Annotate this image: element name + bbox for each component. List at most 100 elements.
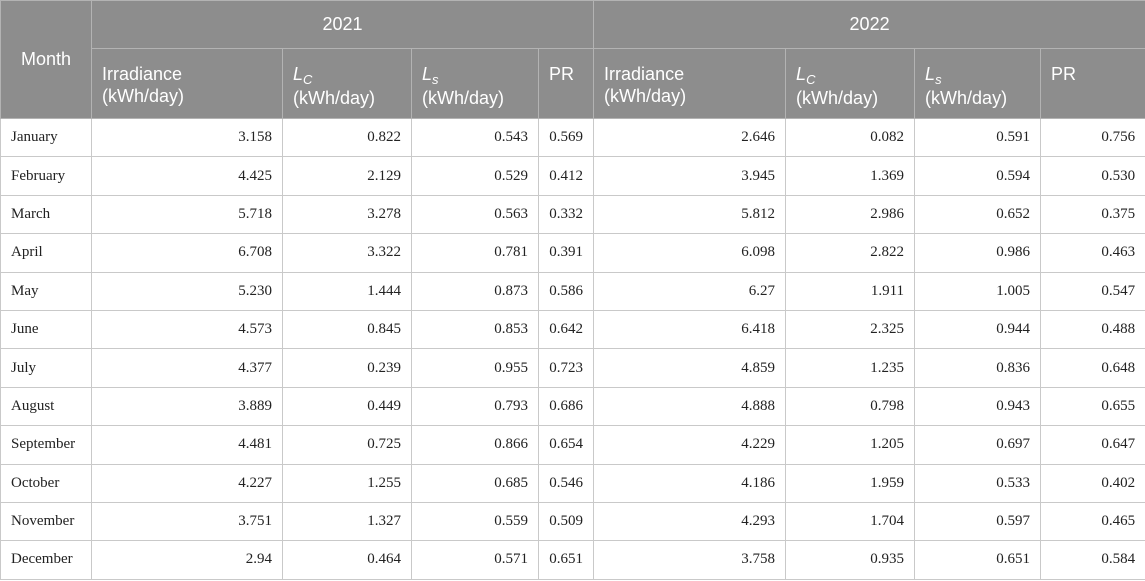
irradiance-unit: (kWh/day) bbox=[102, 86, 185, 106]
pr-cell-2021: 0.546 bbox=[537, 463, 595, 503]
pr-cell-2022: 0.463 bbox=[1040, 233, 1145, 273]
month-cell: April bbox=[0, 233, 92, 273]
lc-cell-2021: 0.464 bbox=[282, 540, 412, 580]
pr-cell-2021: 0.509 bbox=[537, 501, 595, 542]
pr-cell-2022: 0.488 bbox=[1040, 309, 1145, 350]
pr-cell-2021: 0.332 bbox=[537, 194, 595, 235]
lc-cell-2021: 2.129 bbox=[282, 156, 412, 196]
irradiance-cell-2022: 2.646 bbox=[593, 117, 787, 158]
ls-subscript: s bbox=[432, 72, 439, 87]
pr-label: PR bbox=[1051, 64, 1077, 84]
lc-cell-2022: 1.911 bbox=[785, 271, 916, 311]
irradiance-cell-2022: 4.888 bbox=[593, 386, 787, 427]
lc-cell-2022: 2.325 bbox=[785, 309, 916, 350]
lc-cell-2022: 0.935 bbox=[785, 540, 916, 580]
pr-header-2021: PR bbox=[537, 48, 595, 119]
ls-cell-2022: 0.944 bbox=[914, 309, 1042, 350]
ls-unit: (kWh/day) bbox=[925, 88, 1008, 108]
month-cell: November bbox=[0, 501, 92, 542]
ls-cell-2021: 0.955 bbox=[411, 348, 539, 388]
ls-cell-2022: 0.836 bbox=[914, 348, 1042, 388]
irradiance-cell-2022: 3.945 bbox=[593, 156, 787, 196]
column-header-row: Irradiance (kWh/day) LC (kWh/day) Ls (kW… bbox=[1, 48, 1145, 119]
lc-cell-2021: 1.444 bbox=[282, 271, 412, 311]
lc-cell-2022: 1.704 bbox=[785, 501, 916, 542]
lc-cell-2021: 1.327 bbox=[282, 501, 412, 542]
ls-cell-2021: 0.793 bbox=[411, 386, 539, 427]
year-header-2021: 2021 bbox=[90, 0, 595, 49]
ls-header-2021: Ls (kWh/day) bbox=[411, 48, 539, 119]
ls-symbol: L bbox=[925, 64, 936, 84]
ls-cell-2022: 1.005 bbox=[914, 271, 1042, 311]
ls-cell-2021: 0.571 bbox=[411, 540, 539, 580]
ls-cell-2021: 0.559 bbox=[411, 501, 539, 542]
irradiance-cell-2021: 4.573 bbox=[91, 309, 283, 350]
pr-cell-2022: 0.647 bbox=[1040, 425, 1145, 465]
table-row: September 4.481 0.725 0.866 0.654 4.229 1.205 0… bbox=[0, 425, 1145, 465]
lc-subscript: C bbox=[303, 72, 313, 87]
ls-cell-2021: 0.781 bbox=[411, 233, 539, 273]
pr-cell-2022: 0.648 bbox=[1040, 348, 1145, 388]
lc-header-2022: LC (kWh/day) bbox=[785, 48, 916, 119]
irradiance-cell-2021: 2.94 bbox=[91, 540, 283, 580]
irradiance-header-2021: Irradiance (kWh/day) bbox=[91, 48, 283, 119]
lc-cell-2022: 2.986 bbox=[785, 194, 916, 235]
lc-cell-2022: 1.369 bbox=[785, 156, 916, 196]
irradiance-cell-2021: 5.718 bbox=[91, 194, 283, 235]
table-row: June 4.573 0.845 0.853 0.642 6.418 2.325 0.944 0… bbox=[0, 309, 1145, 350]
table-row: January 3.158 0.822 0.543 0.569 2.646 0.082 0.5… bbox=[0, 117, 1145, 158]
table-body: January 3.158 0.822 0.543 0.569 2.646 0.082 0.5… bbox=[0, 117, 1145, 580]
ls-cell-2022: 0.594 bbox=[914, 156, 1042, 196]
table-row: February 4.425 2.129 0.529 0.412 3.945 1.369 0.… bbox=[0, 156, 1145, 196]
lc-cell-2021: 3.278 bbox=[282, 194, 412, 235]
ls-cell-2021: 0.543 bbox=[411, 117, 539, 158]
ls-unit: (kWh/day) bbox=[422, 88, 505, 108]
irradiance-unit: (kWh/day) bbox=[604, 86, 687, 106]
month-cell: August bbox=[0, 386, 92, 427]
irradiance-cell-2022: 4.229 bbox=[593, 425, 787, 465]
pr-cell-2021: 0.686 bbox=[537, 386, 595, 427]
irradiance-cell-2021: 3.751 bbox=[91, 501, 283, 542]
ls-symbol: L bbox=[422, 64, 433, 84]
pr-cell-2021: 0.586 bbox=[537, 271, 595, 311]
irradiance-cell-2021: 5.230 bbox=[91, 271, 283, 311]
irradiance-cell-2021: 6.708 bbox=[91, 233, 283, 273]
ls-cell-2022: 0.533 bbox=[914, 463, 1042, 503]
pr-cell-2021: 0.723 bbox=[537, 348, 595, 388]
pr-cell-2022: 0.655 bbox=[1040, 386, 1145, 427]
table-row: August 3.889 0.449 0.793 0.686 4.888 0.798 0.94… bbox=[0, 386, 1145, 427]
irradiance-cell-2022: 6.418 bbox=[593, 309, 787, 350]
irradiance-cell-2021: 3.889 bbox=[91, 386, 283, 427]
pr-cell-2021: 0.654 bbox=[537, 425, 595, 465]
ls-cell-2022: 0.651 bbox=[914, 540, 1042, 580]
lc-cell-2022: 1.235 bbox=[785, 348, 916, 388]
table-row: March 5.718 3.278 0.563 0.332 5.812 2.986 0.652… bbox=[0, 194, 1145, 235]
table-row: October 4.227 1.255 0.685 0.546 4.186 1.959 0.5… bbox=[0, 463, 1145, 503]
ls-cell-2021: 0.853 bbox=[411, 309, 539, 350]
lc-cell-2021: 0.845 bbox=[282, 309, 412, 350]
lc-cell-2022: 1.959 bbox=[785, 463, 916, 503]
month-cell: January bbox=[0, 117, 92, 158]
pr-cell-2022: 0.465 bbox=[1040, 501, 1145, 542]
irradiance-label: Irradiance bbox=[604, 64, 685, 84]
month-cell: July bbox=[0, 348, 92, 388]
month-cell: May bbox=[0, 271, 92, 311]
lc-unit: (kWh/day) bbox=[293, 88, 376, 108]
ls-cell-2021: 0.685 bbox=[411, 463, 539, 503]
lc-cell-2021: 1.255 bbox=[282, 463, 412, 503]
ls-cell-2021: 0.563 bbox=[411, 194, 539, 235]
lc-subscript: C bbox=[806, 72, 816, 87]
irradiance-cell-2022: 4.186 bbox=[593, 463, 787, 503]
pr-cell-2022: 0.584 bbox=[1040, 540, 1145, 580]
lc-cell-2021: 0.239 bbox=[282, 348, 412, 388]
irradiance-cell-2021: 3.158 bbox=[91, 117, 283, 158]
table-row: November 3.751 1.327 0.559 0.509 4.293 1.704 0.… bbox=[0, 501, 1145, 542]
lc-cell-2021: 0.822 bbox=[282, 117, 412, 158]
lc-cell-2022: 0.082 bbox=[785, 117, 916, 158]
month-cell: December bbox=[0, 540, 92, 580]
irradiance-label: Irradiance bbox=[102, 64, 183, 84]
irradiance-cell-2022: 6.27 bbox=[593, 271, 787, 311]
irradiance-cell-2022: 6.098 bbox=[593, 233, 787, 273]
lc-header-2021: LC (kWh/day) bbox=[282, 48, 412, 119]
